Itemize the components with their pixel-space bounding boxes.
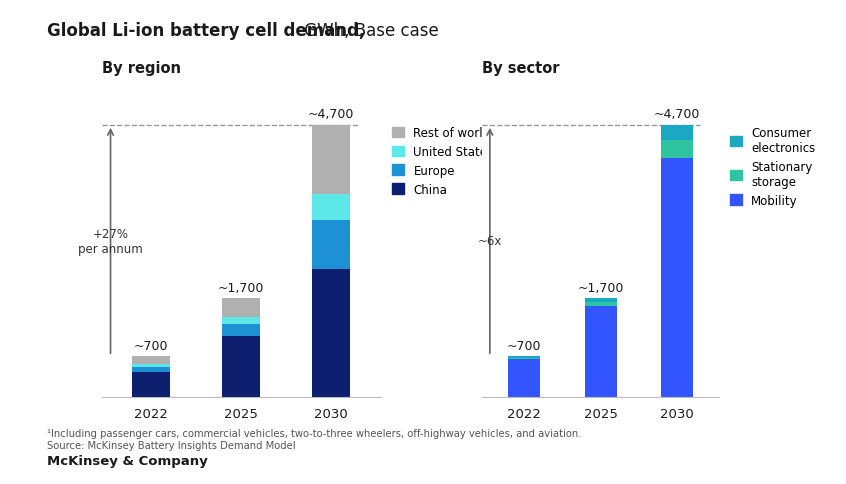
Bar: [508, 360, 541, 397]
Text: Global Li-ion battery cell demand,: Global Li-ion battery cell demand,: [47, 22, 365, 40]
Text: +27%
per annum: +27% per annum: [78, 227, 143, 255]
Text: McKinsey & Company: McKinsey & Company: [47, 454, 207, 467]
Bar: [312, 270, 350, 397]
Bar: [222, 325, 260, 336]
Bar: [132, 364, 170, 367]
Bar: [661, 159, 693, 397]
Bar: [312, 126, 350, 195]
Text: ~1,700: ~1,700: [218, 281, 264, 294]
Text: ~4,700: ~4,700: [654, 108, 700, 121]
Bar: [132, 357, 170, 364]
Legend: Consumer
electronics, Stationary
storage, Mobility: Consumer electronics, Stationary storage…: [730, 127, 816, 207]
Bar: [508, 357, 541, 358]
Bar: [132, 372, 170, 397]
Bar: [585, 299, 617, 302]
Bar: [132, 367, 170, 372]
Text: GWh, Base case: GWh, Base case: [299, 22, 438, 40]
Legend: Rest of world, United States, Europe, China: Rest of world, United States, Europe, Ch…: [393, 127, 493, 196]
Text: ¹Including passenger cars, commercial vehicles, two-to-three wheelers, off-highw: ¹Including passenger cars, commercial ve…: [47, 428, 581, 450]
Text: ~4,700: ~4,700: [308, 108, 354, 121]
Bar: [312, 221, 350, 270]
Bar: [312, 195, 350, 221]
Bar: [222, 299, 260, 317]
Text: ~700: ~700: [507, 339, 541, 352]
Text: ~6x: ~6x: [478, 235, 502, 247]
Text: By region: By region: [102, 60, 180, 76]
Bar: [222, 336, 260, 397]
Bar: [508, 358, 541, 360]
Text: ~700: ~700: [134, 339, 168, 352]
Bar: [222, 317, 260, 325]
Text: ~1,700: ~1,700: [578, 281, 624, 294]
Bar: [661, 141, 693, 159]
Bar: [661, 126, 693, 141]
Bar: [585, 302, 617, 306]
Bar: [585, 306, 617, 397]
Text: By sector: By sector: [482, 60, 560, 76]
